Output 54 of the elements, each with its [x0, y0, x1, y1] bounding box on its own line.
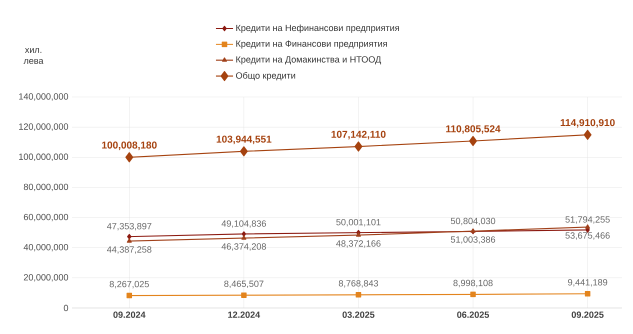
point [585, 224, 590, 229]
y-tick-label: 120,000,000 [19, 123, 68, 131]
point [242, 231, 246, 237]
point [125, 152, 134, 162]
point [354, 141, 362, 152]
data-label: 9,441,189 [568, 279, 608, 287]
x-tick-label: 06.2025 [457, 312, 490, 318]
point [356, 232, 361, 237]
data-label: 53,675,466 [565, 232, 610, 240]
data-label: 44,387,258 [106, 246, 152, 254]
x-tick-label: 09.2024 [113, 312, 146, 318]
y-tick-label: 80,000,000 [24, 184, 68, 192]
x-tick-label: 09.2025 [572, 312, 604, 318]
y-tick-label: 140,000,000 [19, 93, 68, 101]
data-label: 114,910,910 [560, 119, 615, 128]
x-tick-label: 03.2025 [342, 312, 374, 318]
data-label: 8,998,108 [453, 280, 493, 288]
point [241, 292, 247, 298]
y-tick-label: 100,000,000 [19, 154, 68, 161]
y-axis-title: хил. лева [24, 48, 44, 64]
y-tick-label: 20,000,000 [24, 274, 68, 282]
point [241, 235, 246, 240]
data-label: 50,804,030 [450, 218, 496, 226]
data-label: 103,944,551 [216, 136, 272, 144]
point [240, 146, 248, 156]
legend-label: Общо кредити [236, 72, 296, 80]
data-label: 48,372,166 [336, 240, 381, 248]
y-tick-label: 40,000,000 [24, 244, 68, 252]
legend-label: Кредити на Нефинансови предприятия [236, 24, 399, 33]
legend-label: Кредити на Домакинства и НТООД [236, 56, 382, 64]
x-tick-label: 12.2024 [228, 312, 260, 318]
point [126, 238, 132, 243]
data-label: 51,794,255 [565, 216, 610, 224]
data-label: 47,353,897 [106, 222, 152, 230]
legend-label: Кредити на Финансови предприятия [236, 40, 387, 49]
data-label: 8,465,507 [224, 280, 264, 288]
data-label: 8,267,025 [110, 280, 149, 288]
point [584, 130, 592, 140]
data-label: 110,805,524 [446, 125, 500, 134]
data-label: 49,104,836 [222, 220, 266, 228]
data-label: 50,001,101 [336, 218, 381, 226]
y-tick-label: 0 [64, 304, 68, 312]
point [126, 292, 132, 298]
point [356, 292, 362, 298]
point [469, 136, 477, 146]
point [584, 291, 590, 297]
data-label: 8,768,843 [338, 280, 378, 288]
data-label: 46,374,208 [222, 243, 266, 251]
point [470, 292, 476, 298]
data-label: 51,003,386 [450, 236, 496, 244]
data-label: 100,008,180 [102, 142, 157, 150]
point [127, 234, 132, 240]
data-label: 107,142,110 [332, 130, 386, 140]
y-tick-label: 60,000,000 [24, 214, 68, 222]
